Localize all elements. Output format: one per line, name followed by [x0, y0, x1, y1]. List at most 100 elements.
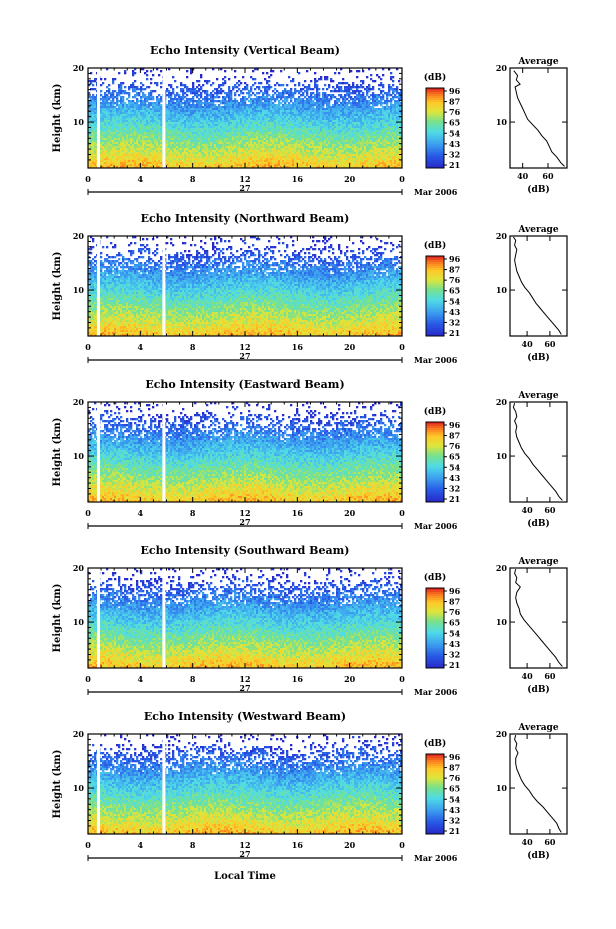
heatmap-cell: [322, 108, 325, 111]
heatmap-cell: [308, 84, 311, 87]
heatmap-cell: [112, 122, 115, 125]
heatmap-cell: [236, 148, 239, 151]
heatmap-cell: [128, 150, 131, 153]
heatmap-cell: [268, 126, 271, 129]
heatmap-cell: [174, 126, 177, 129]
heatmap-cell: [240, 144, 243, 147]
heatmap-cell: [166, 118, 169, 121]
heatmap-cell: [156, 104, 159, 107]
heatmap-cell: [128, 136, 131, 139]
heatmap-cell: [188, 128, 191, 131]
heatmap-cell: [204, 92, 207, 95]
heatmap-cell: [400, 104, 403, 107]
heatmap-cell: [120, 86, 123, 89]
heatmap-cell: [186, 104, 189, 107]
heatmap-cell: [376, 148, 379, 151]
heatmap-cell: [230, 110, 233, 113]
heatmap-cell: [138, 126, 141, 129]
heatmap-cell: [278, 130, 281, 133]
heatmap-cell: [126, 114, 129, 117]
heatmap-cell: [200, 106, 203, 109]
heatmap-cell: [368, 100, 371, 103]
heatmap-cell: [324, 140, 327, 143]
heatmap-cell: [308, 148, 311, 151]
heatmap-cell: [360, 100, 363, 103]
heatmap-cell: [378, 142, 381, 145]
heatmap-cell: [234, 150, 237, 153]
heatmap-cell: [298, 112, 301, 115]
heatmap-cell: [212, 104, 215, 107]
heatmap-cell: [180, 130, 183, 133]
heatmap-cell: [382, 146, 385, 149]
heatmap-cell: [180, 108, 183, 111]
heatmap-cell: [360, 94, 363, 97]
heatmap-cell: [382, 122, 385, 125]
heatmap-cell: [106, 126, 109, 129]
heatmap-cell: [156, 110, 159, 113]
heatmap-cell: [126, 130, 129, 133]
heatmap-cell: [220, 118, 223, 121]
heatmap-cell: [322, 144, 325, 147]
heatmap-cell: [218, 90, 221, 93]
heatmap-cell: [322, 128, 325, 131]
heatmap-cell: [312, 92, 315, 95]
heatmap-cell: [376, 120, 379, 123]
heatmap-cell: [266, 150, 269, 153]
heatmap-cell: [112, 80, 115, 83]
heatmap-cell: [124, 118, 127, 121]
heatmap-cell: [228, 100, 231, 103]
heatmap-cell: [322, 140, 325, 143]
heatmap-cell: [106, 140, 109, 143]
heatmap-cell: [174, 134, 177, 137]
heatmap-cell: [316, 102, 319, 105]
heatmap-cell: [202, 140, 205, 143]
heatmap-cell: [260, 132, 263, 135]
heatmap-cell: [158, 110, 161, 113]
heatmap-cell: [276, 116, 279, 119]
heatmap-cell: [238, 132, 241, 135]
heatmap-cell: [106, 118, 109, 121]
heatmap-cell: [248, 148, 251, 151]
heatmap-cell: [382, 144, 385, 147]
heatmap-cell: [376, 144, 379, 147]
heatmap-cell: [392, 96, 395, 99]
heatmap-cell: [168, 140, 171, 143]
heatmap-cell: [186, 112, 189, 115]
heatmap-cell: [200, 136, 203, 139]
heatmap-cell: [274, 110, 277, 113]
heatmap-cell: [342, 148, 345, 151]
heatmap-cell: [318, 124, 321, 127]
heatmap-cell: [330, 96, 333, 99]
heatmap-cell: [354, 140, 357, 143]
heatmap-cell: [262, 126, 265, 129]
heatmap-cell: [148, 108, 151, 111]
heatmap-cell: [264, 112, 267, 115]
heatmap-cell: [224, 138, 227, 141]
heatmap-cell: [314, 104, 317, 107]
heatmap-cell: [116, 146, 119, 149]
heatmap-cell: [186, 114, 189, 117]
heatmap-cell: [398, 144, 401, 147]
heatmap-cell: [286, 136, 289, 139]
heatmap-cell: [314, 120, 317, 123]
heatmap-cell: [126, 150, 129, 153]
heatmap-cell: [320, 120, 323, 123]
heatmap-cell: [244, 144, 247, 147]
heatmap-cell: [380, 84, 383, 87]
heatmap-cell: [390, 100, 393, 103]
heatmap-cell: [290, 114, 293, 117]
heatmap-cell: [294, 120, 297, 123]
heatmap-cell: [116, 132, 119, 135]
heatmap-cell: [276, 106, 279, 109]
heatmap-cell: [220, 134, 223, 137]
heatmap-cell: [146, 128, 149, 131]
heatmap-cell: [254, 82, 257, 85]
heatmap-cell: [300, 108, 303, 111]
heatmap-cell: [308, 134, 311, 137]
heatmap-cell: [286, 90, 289, 93]
heatmap-cell: [306, 108, 309, 111]
heatmap-cell: [114, 152, 117, 155]
heatmap-cell: [130, 102, 133, 105]
heatmap-cell: [212, 106, 215, 109]
heatmap-cell: [288, 122, 291, 125]
